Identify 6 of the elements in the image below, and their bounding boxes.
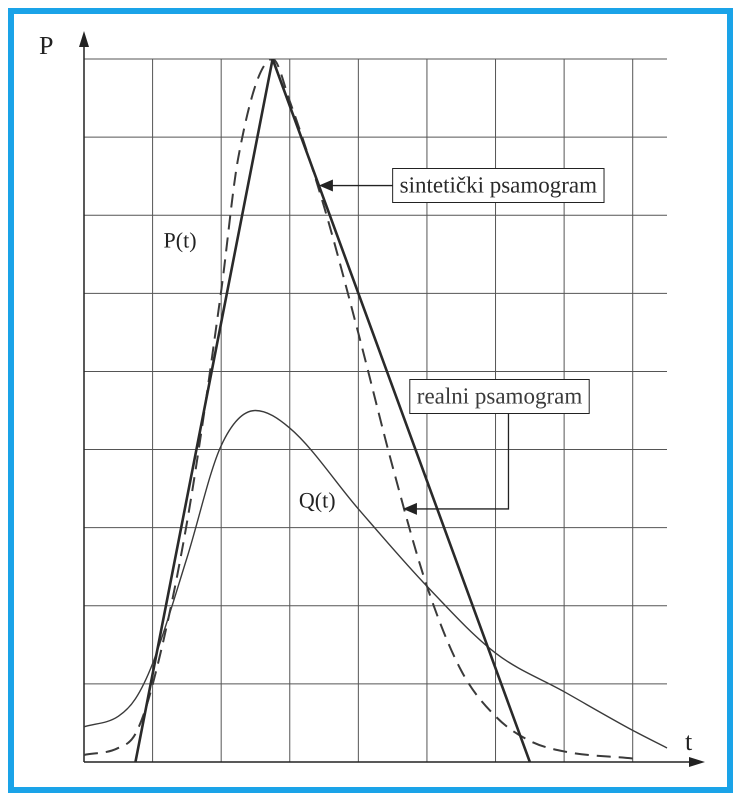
series-label: realni psamogram — [416, 383, 582, 408]
annotation: P(t) — [164, 228, 197, 253]
x-axis-title: t — [685, 727, 693, 756]
annotation: Q(t) — [298, 488, 336, 513]
y-axis-title: P — [39, 31, 54, 60]
legend-label: sintetički psamogram — [400, 172, 598, 198]
